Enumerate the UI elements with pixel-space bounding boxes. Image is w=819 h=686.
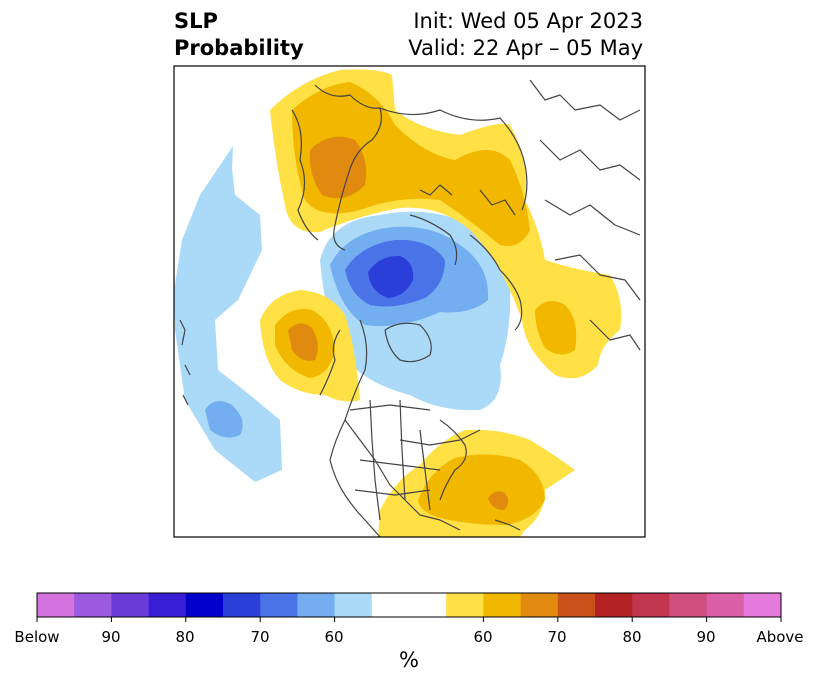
colorbar-cell bbox=[37, 593, 75, 617]
colorbar-units: % bbox=[399, 648, 419, 672]
colorbar-label-90-below: 90 bbox=[101, 628, 121, 646]
colorbar-cell bbox=[148, 593, 187, 617]
asia-above-core bbox=[535, 301, 577, 355]
colorbar-cell bbox=[632, 593, 670, 617]
colorbar-cell bbox=[409, 593, 447, 617]
colorbar-cell bbox=[297, 593, 336, 617]
colorbar-cell bbox=[111, 593, 150, 617]
colorbar-cell bbox=[223, 593, 261, 617]
colorbar-label-80-above: 80 bbox=[622, 628, 642, 646]
colorbar-cell bbox=[74, 593, 112, 617]
colorbar-frame bbox=[36, 592, 782, 618]
colorbar-cell bbox=[706, 593, 745, 617]
colorbar-label-60-below: 60 bbox=[324, 628, 344, 646]
colorbar-ticks bbox=[36, 617, 782, 622]
pacific-below-core bbox=[205, 401, 243, 438]
colorbar-cell bbox=[334, 593, 373, 617]
eurasia-above-mid bbox=[292, 82, 530, 246]
colorbar-label-70-above: 70 bbox=[547, 628, 567, 646]
atlantic-above-core bbox=[488, 491, 509, 510]
coastlines-borders bbox=[179, 79, 641, 537]
alaska-above-core bbox=[288, 323, 318, 361]
colorbar-label-70-below: 70 bbox=[250, 628, 270, 646]
probability-shading bbox=[174, 69, 622, 537]
colorbar-label-80-below: 80 bbox=[175, 628, 195, 646]
colorbar-label-60-above: 60 bbox=[473, 628, 493, 646]
forecast-dates: Init: Wed 05 Apr 2023 Valid: 22 Apr – 05… bbox=[408, 8, 643, 62]
atlantic-above-mid bbox=[418, 454, 545, 525]
colorbar-cell bbox=[669, 593, 708, 617]
valid-date: Valid: 22 Apr – 05 May bbox=[408, 36, 643, 60]
colorbar bbox=[36, 592, 782, 622]
map-title: SLP Probability bbox=[174, 8, 304, 62]
colorbar-cell bbox=[446, 593, 484, 617]
colorbar-cells bbox=[37, 593, 782, 617]
colorbar-cell bbox=[557, 593, 596, 617]
colorbar-cell bbox=[743, 593, 782, 617]
title-line-2: Probability bbox=[174, 36, 304, 60]
colorbar-cell bbox=[595, 593, 633, 617]
colorbar-cell bbox=[260, 593, 298, 617]
colorbar-cell bbox=[483, 593, 522, 617]
pacific-below-region bbox=[174, 146, 282, 482]
init-date: Init: Wed 05 Apr 2023 bbox=[413, 9, 643, 33]
colorbar-label-below: Below bbox=[14, 628, 60, 646]
colorbar-cell bbox=[520, 593, 559, 617]
map-panel bbox=[174, 66, 645, 537]
colorbar-cell bbox=[371, 593, 410, 617]
colorbar-label-90-above: 90 bbox=[696, 628, 716, 646]
eurasia-above-inner bbox=[309, 136, 367, 199]
colorbar-cell bbox=[185, 593, 224, 617]
map-frame bbox=[173, 65, 646, 538]
polar-below-core bbox=[368, 255, 414, 298]
colorbar-label-above: Above bbox=[756, 628, 804, 646]
title-line-1: SLP bbox=[174, 9, 218, 33]
